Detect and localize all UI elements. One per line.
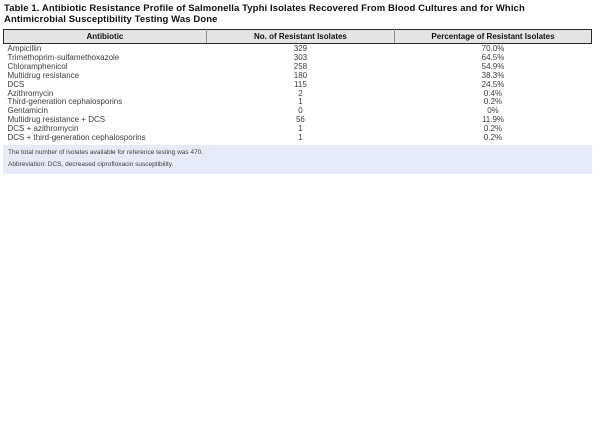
column-header-percentage: Percentage of Resistant Isolates <box>394 29 592 44</box>
cell-antibiotic: Gentamicin <box>7 107 48 116</box>
cell-count: 56 <box>295 116 305 125</box>
cell-count: 115 <box>294 80 307 89</box>
cell-percentage: 24.5% <box>481 80 505 89</box>
cell-antibiotic: Ampicillin <box>7 44 42 53</box>
cell-count: 329 <box>293 44 308 53</box>
cell-percentage: 0.2% <box>483 98 503 107</box>
cell-count: 303 <box>293 53 308 62</box>
cell-count: 180 <box>293 71 308 80</box>
table-row: Third-generation cephalosporins 1 0.2% <box>4 98 592 107</box>
table-title: Table 1. Antibiotic Resistance Profile o… <box>4 3 525 25</box>
table-row: Chloramphenicol 258 54.9% <box>4 63 592 72</box>
table-row: DCS + third-generation cephalosporins 1 0.… <box>4 134 592 143</box>
cell-percentage: 38.3% <box>481 71 505 80</box>
cell-antibiotic: Trimethoprim-sulfamethoxazole <box>7 53 120 62</box>
table-row: Multidrug resistance 180 38.3% <box>4 72 592 81</box>
cell-percentage: 0% <box>487 107 499 116</box>
column-header-antibiotic: Antibiotic <box>3 29 207 44</box>
table-row: Azithromycin 2 0.4% <box>4 90 592 99</box>
column-header-resistant-isolates: No. of Resistant Isolates <box>205 29 396 44</box>
table-row: Trimethoprim-sulfamethoxazole 303 64.5% <box>4 54 592 63</box>
table-row: Ampicillin 329 70.0% <box>4 44 592 54</box>
table-row: DCS + azithromycin 1 0.2% <box>4 125 592 134</box>
table-body: Ampicillin 329 70.0% Trimethoprim-sulfameth… <box>4 44 592 143</box>
cell-antibiotic: DCS + azithromycin <box>7 125 79 134</box>
cell-antibiotic: Third-generation cephalosporins <box>7 98 123 107</box>
cell-percentage: 0.4% <box>483 89 503 98</box>
cell-antibiotic: Azithromycin <box>7 89 54 98</box>
resistance-table: Antibiotic No. of Resistant Isolates Per… <box>3 29 592 143</box>
header-row: Antibiotic No. of Resistant Isolates Per… <box>3 29 592 44</box>
cell-count: 1 <box>298 125 303 134</box>
table-row: Multidrug resistance + DCS 56 11.9% <box>4 116 592 125</box>
cell-antibiotic: Multidrug resistance + DCS <box>7 116 106 125</box>
table-header: Antibiotic No. of Resistant Isolates Per… <box>3 29 592 44</box>
cell-count: 0 <box>298 107 303 116</box>
cell-antibiotic: Multidrug resistance <box>7 71 80 80</box>
table-row: Gentamicin 0 0% <box>4 107 592 116</box>
cell-percentage: 0.2% <box>483 125 503 134</box>
cell-percentage: 11.9% <box>481 116 505 125</box>
footnote-abbreviation: Abbreviation: DCS, decreased ciprofloxac… <box>8 160 174 168</box>
cell-count: 2 <box>298 89 303 98</box>
cell-percentage: 54.9% <box>481 62 505 71</box>
table-footnotes: The total number of isolates available f… <box>3 144 592 174</box>
footnote-total-isolates: The total number of isolates available f… <box>8 148 204 156</box>
table-row: DCS 115 24.5% <box>4 81 592 90</box>
cell-count: 258 <box>293 62 308 71</box>
cell-count: 1 <box>298 134 303 143</box>
cell-antibiotic: DCS <box>7 80 25 89</box>
cell-antibiotic: DCS + third-generation cephalosporins <box>7 134 146 143</box>
cell-antibiotic: Chloramphenicol <box>7 62 68 71</box>
cell-percentage: 0.2% <box>483 134 503 143</box>
cell-percentage: 64.5% <box>481 53 505 62</box>
cell-percentage: 70.0% <box>481 44 505 53</box>
cell-count: 1 <box>298 98 303 107</box>
